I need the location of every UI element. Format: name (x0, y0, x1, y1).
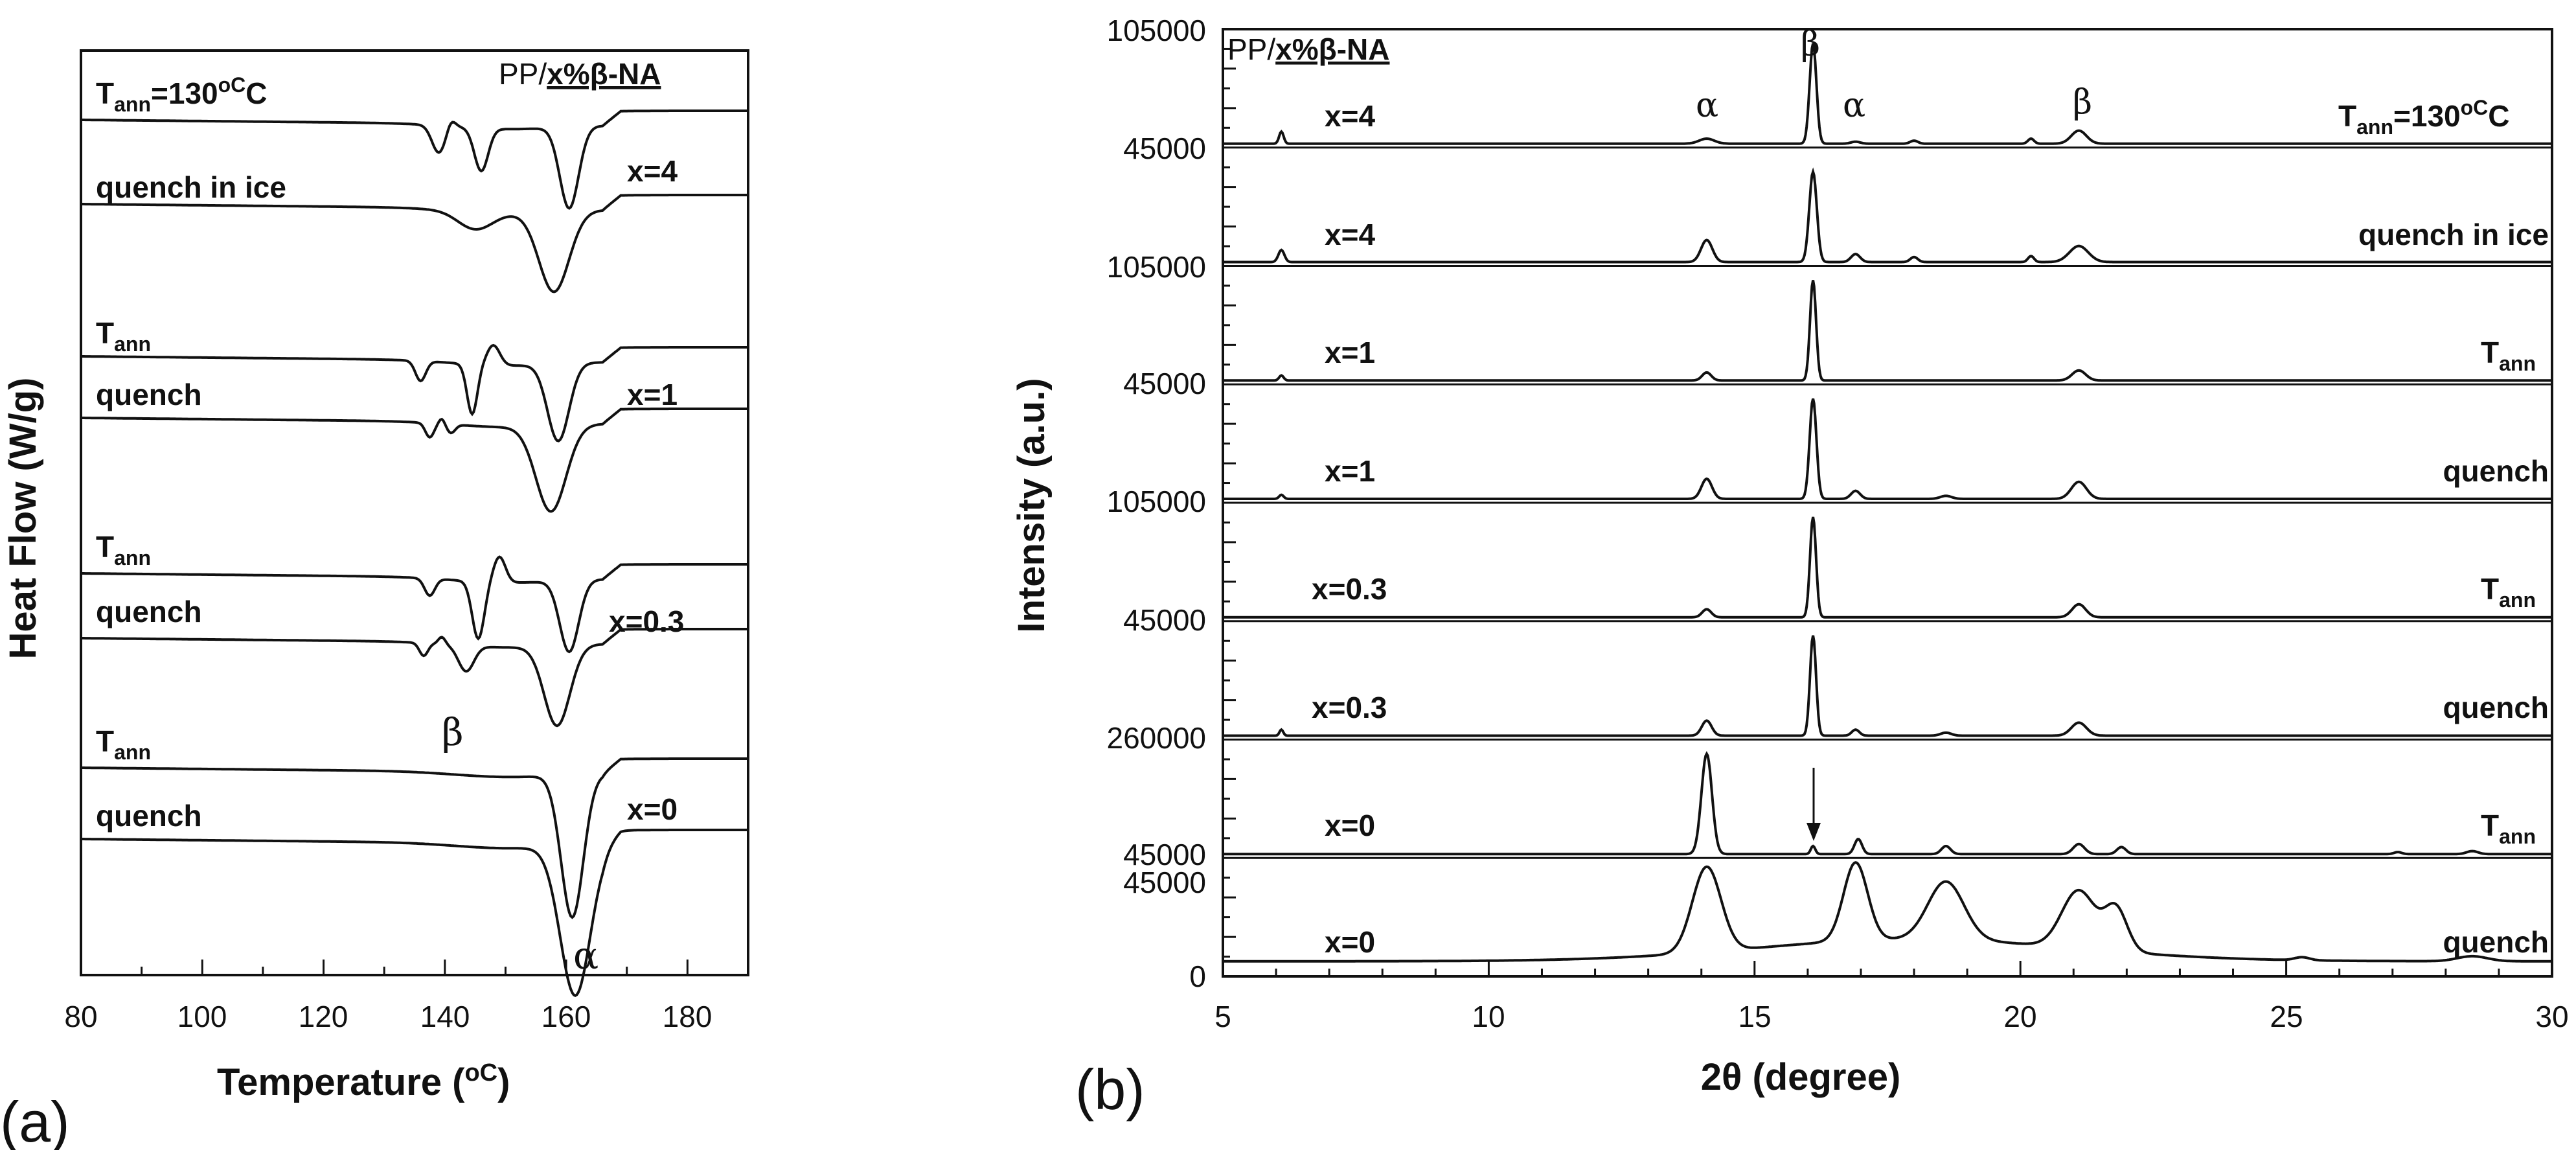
dsc-label-quench: quench (96, 799, 202, 833)
xrd-ticks-and-dividers (1222, 47, 2553, 976)
dsc-curve (81, 757, 748, 919)
xrd-ytick-label: 45000 (1123, 367, 1206, 400)
dsc-beta-annotation: β (442, 710, 464, 754)
xrd-pattern (1223, 167, 2552, 264)
xrd-label-quench: quench (2443, 925, 2549, 959)
xrd-label-tann: Tann (2481, 572, 2536, 612)
dsc-label-x4: x=4 (627, 154, 678, 188)
dsc-x-axis-title: Temperature (oC) (217, 1059, 510, 1103)
xrd-xtick-label: 15 (1738, 1000, 1771, 1033)
xrd-xtick-label: 20 (2003, 1000, 2036, 1033)
panel-label-a: (a) (0, 1090, 70, 1150)
xrd-xtick-label: 5 (1214, 1000, 1231, 1033)
xrd-ytick-label: 260000 (1107, 721, 1207, 755)
xrd-pattern (1223, 43, 2552, 145)
xrd-patterns (1223, 43, 2552, 963)
dsc-label-quench: quench (96, 378, 202, 411)
dsc-label-x0: x=0 (627, 792, 678, 826)
dsc-label-tann: Tann (96, 724, 151, 764)
dsc-label-x03: x=0.3 (609, 604, 684, 638)
dsc-curve (81, 555, 748, 654)
xrd-label-x4: x=4 (1325, 99, 1375, 133)
xrd-beta-annotation: β (1801, 25, 1820, 63)
xrd-xtick-label: 10 (1472, 1000, 1505, 1033)
dsc-curve (81, 628, 748, 728)
xrd-ytick-label: 0 (1189, 960, 1206, 993)
dsc-xtick-label: 180 (663, 1000, 712, 1033)
xrd-label-x03: x=0.3 (1312, 691, 1387, 724)
xrd-ytick-label: 45000 (1123, 866, 1206, 899)
dsc-alpha-annotation: α (573, 934, 598, 978)
dsc-x-ticks (80, 960, 749, 975)
xrd-xtick-label: 30 (2535, 1000, 2568, 1033)
xrd-y-axis-title: Intensity (a.u.) (1010, 378, 1053, 632)
xrd-pattern (1223, 861, 2552, 963)
xrd-ytick-label: 105000 (1107, 14, 1207, 47)
xrd-pattern (1223, 398, 2552, 500)
dsc-plot-frame (80, 49, 749, 976)
dsc-curves (81, 109, 748, 997)
dsc-label-tann: Tann (96, 530, 151, 569)
xrd-alpha-annotation: α (1843, 86, 1865, 125)
dsc-curve (81, 109, 748, 210)
dsc-xtick-label: 120 (299, 1000, 348, 1033)
xrd-anneal-temp-label: Tann=130oCC (2338, 96, 2510, 139)
xrd-pattern (1223, 280, 2552, 382)
xrd-label-x4: x=4 (1325, 218, 1375, 251)
xrd-label-quench-ice: quench in ice (2358, 218, 2549, 251)
dsc-xtick-label: 160 (541, 1000, 591, 1033)
xrd-ytick-label: 105000 (1107, 485, 1207, 518)
xrd-label-quench: quench (2443, 454, 2549, 488)
dsc-sample-label: PP/x%β-NA (499, 57, 661, 91)
dsc-label-x1: x=1 (627, 378, 678, 411)
xrd-beta-annotation: β (2073, 83, 2092, 122)
xrd-pattern (1223, 635, 2552, 737)
xrd-label-x1: x=1 (1325, 336, 1375, 369)
dsc-label-quench-ice: quench in ice (96, 170, 286, 204)
dsc-label-quench: quench (96, 595, 202, 628)
xrd-xtick-label: 25 (2270, 1000, 2303, 1033)
xrd-panel: 105000 45000 105000 45000 105000 45000 2… (1010, 14, 2569, 1121)
dsc-curve (81, 194, 748, 293)
xrd-label-x1: x=1 (1325, 454, 1375, 488)
xrd-label-tann: Tann (2481, 336, 2536, 375)
xrd-label-x03: x=0.3 (1312, 572, 1387, 606)
dsc-xtick-label: 80 (64, 1000, 97, 1033)
xrd-ytick-label: 105000 (1107, 250, 1207, 284)
xrd-ytick-label: 45000 (1123, 603, 1206, 637)
dsc-xtick-label: 140 (420, 1000, 470, 1033)
xrd-label-quench: quench (2443, 691, 2549, 724)
dsc-y-axis-title: Heat Flow (W/g) (2, 378, 44, 660)
xrd-ytick-label: 45000 (1123, 838, 1206, 871)
xrd-ytick-label: 45000 (1123, 132, 1206, 165)
dsc-curve (81, 408, 748, 513)
xrd-sample-label: PP/x%β-NA (1227, 32, 1389, 66)
xrd-pattern (1223, 516, 2552, 619)
xrd-label-tann: Tann (2481, 809, 2536, 848)
xrd-pattern (1223, 751, 2552, 856)
xrd-label-x0: x=0 (1325, 809, 1375, 842)
dsc-anneal-temp-label: Tann=130oCC (96, 73, 268, 116)
dsc-xtick-label: 100 (177, 1000, 227, 1033)
xrd-alpha-annotation: α (1696, 86, 1718, 125)
panel-label-b: (b) (1075, 1057, 1145, 1121)
xrd-weak-beta-arrow (1807, 768, 1821, 841)
dsc-curve (81, 343, 748, 443)
xrd-label-x0: x=0 (1325, 925, 1375, 959)
dsc-label-tann: Tann (96, 316, 151, 356)
dsc-curve (81, 829, 748, 997)
dsc-panel: 80 100 120 140 160 180 Temperature (oC) … (0, 49, 749, 1150)
xrd-x-axis-title: 2θ (degree) (1701, 1056, 1901, 1098)
